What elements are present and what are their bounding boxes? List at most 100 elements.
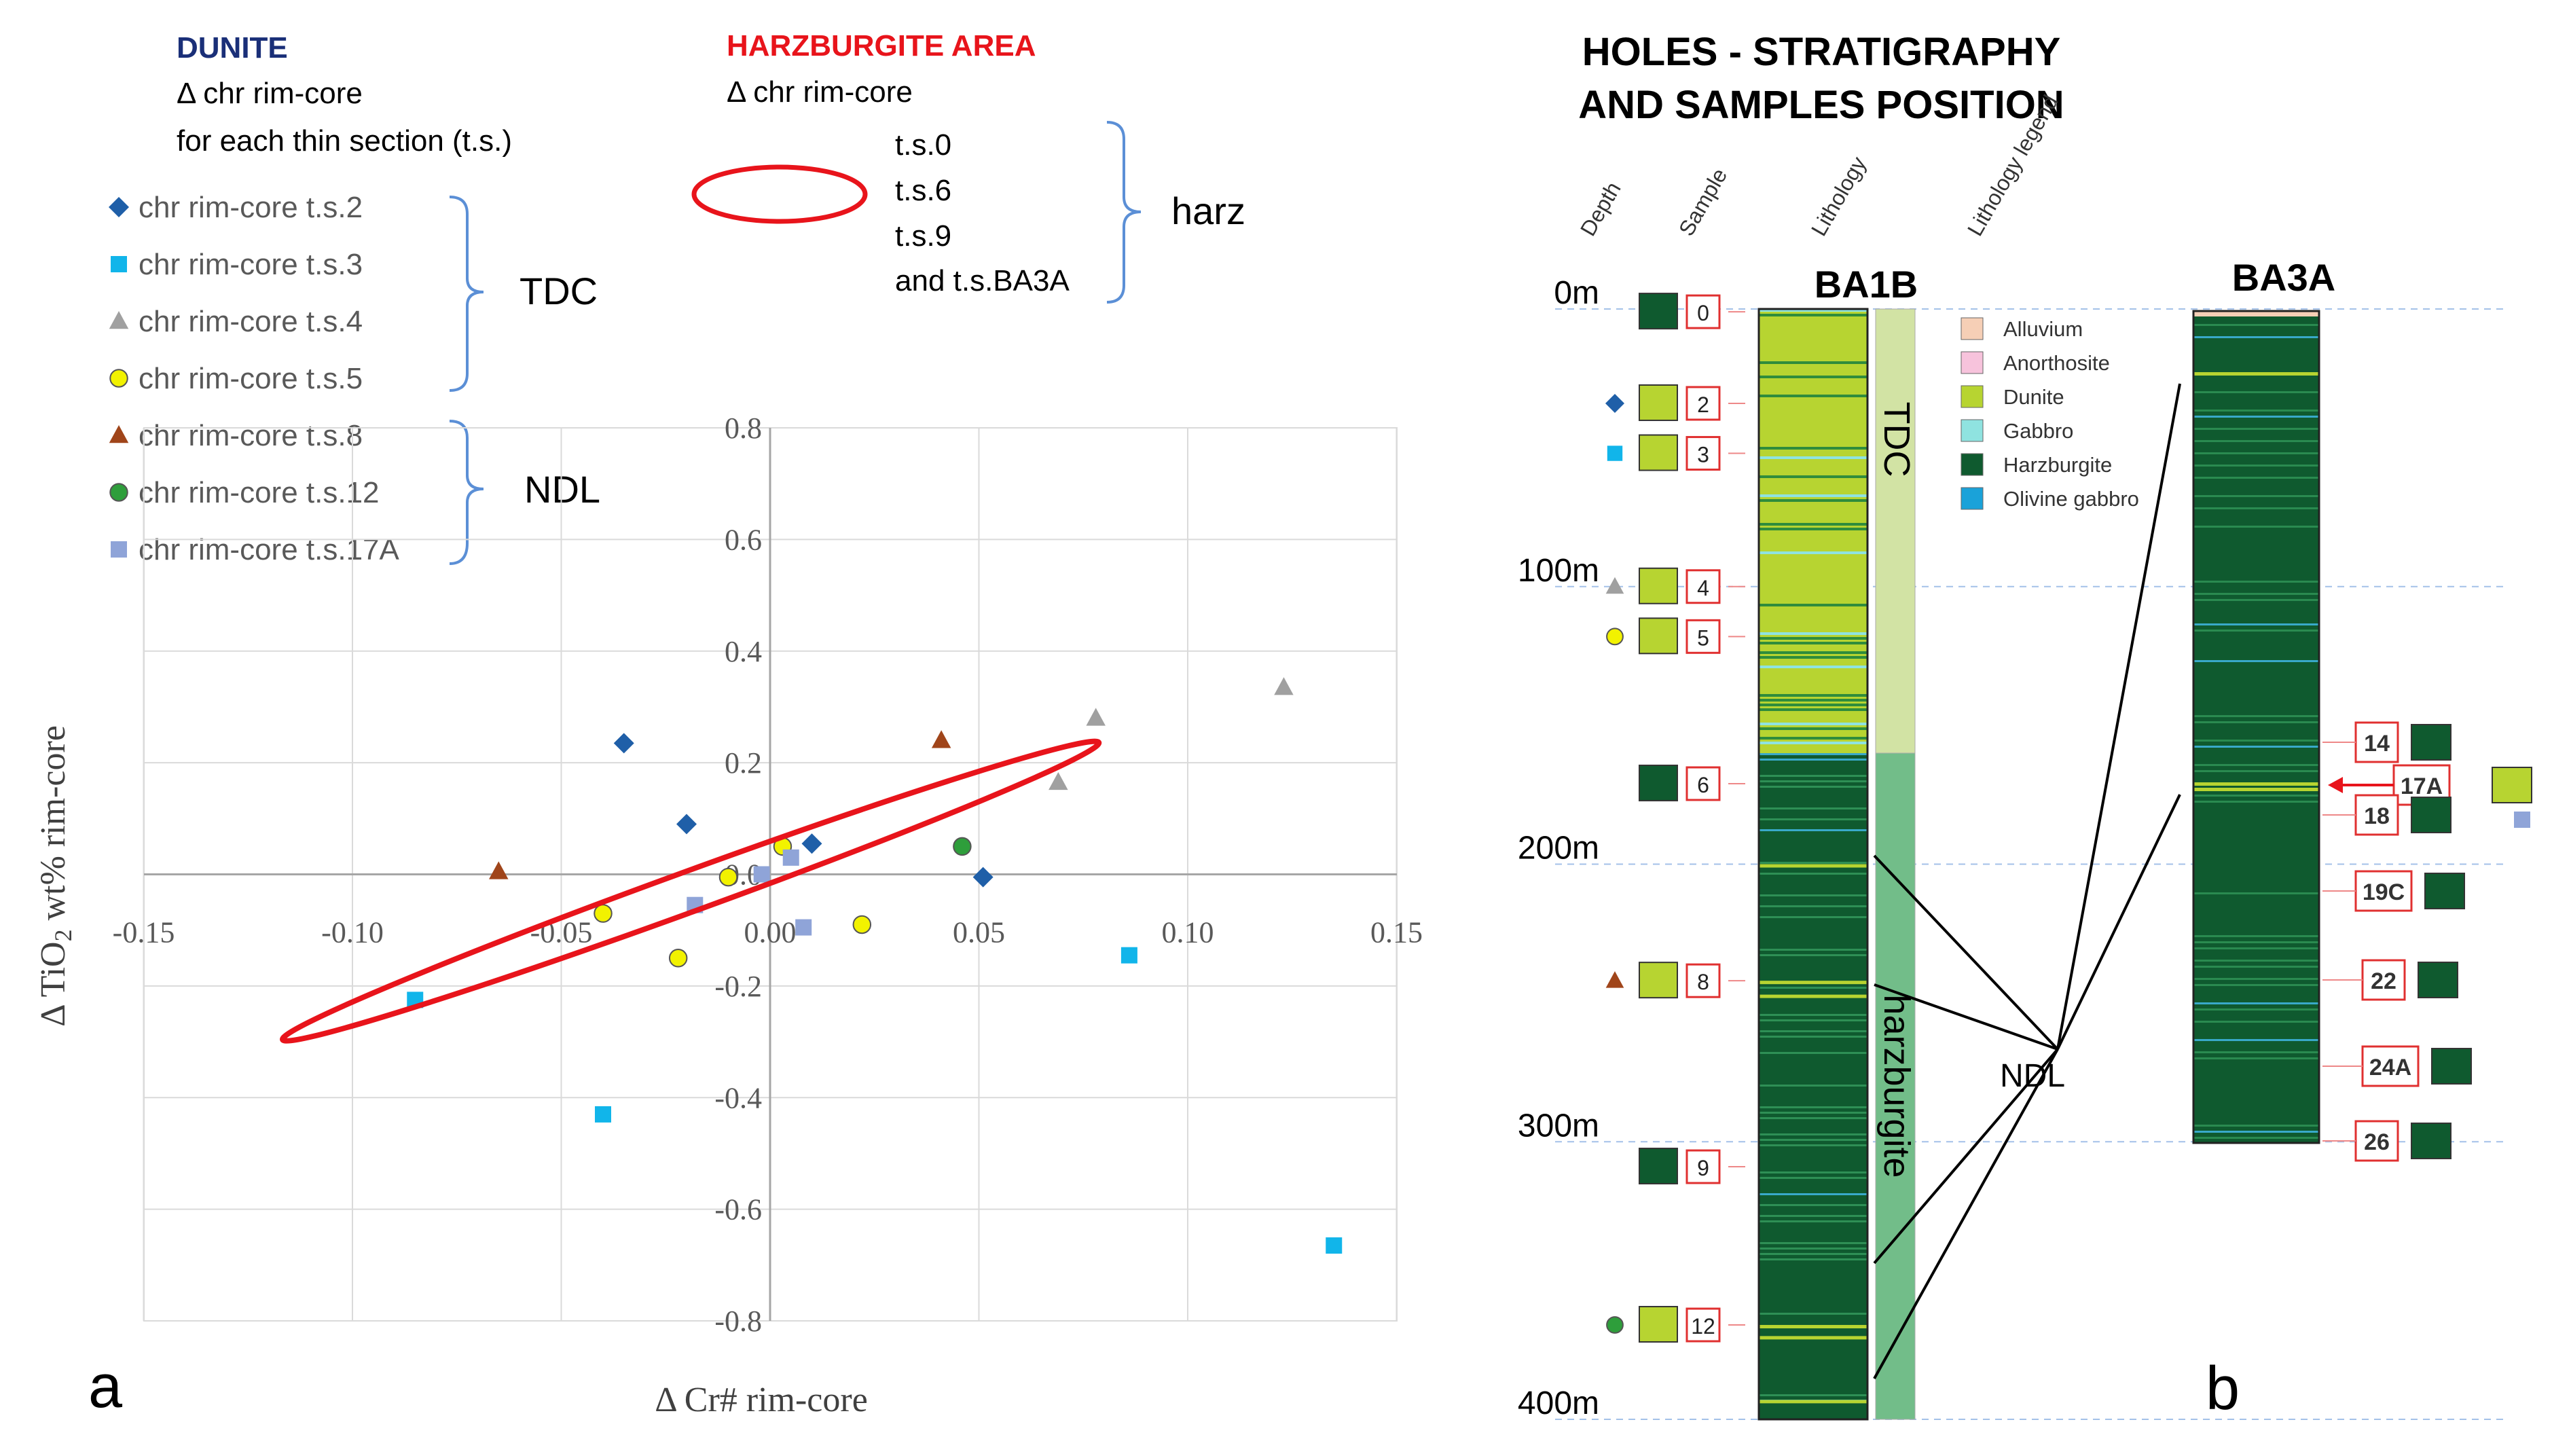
- ba3a-stripe: [2193, 1125, 2319, 1127]
- sample-lithology-swatch: [2411, 797, 2451, 833]
- legend-marker-icon: [109, 197, 129, 217]
- data-point: [931, 730, 951, 748]
- data-point: [953, 837, 972, 856]
- depth-label: 400m: [1518, 1385, 1599, 1421]
- depth-label: 100m: [1518, 553, 1599, 589]
- ba1b-stripe: [1759, 642, 1867, 644]
- ba3a-stripe: [2193, 410, 2319, 412]
- ba3a-stripe: [2193, 966, 2319, 968]
- legend-entry-label: chr rim-core t.s.5: [139, 362, 363, 395]
- ba1b-stripe: [1759, 651, 1867, 654]
- sample-id-box: [2361, 959, 2406, 1001]
- ba3a-stripe: [2193, 1021, 2319, 1023]
- ba3a-dunite-band: [2193, 788, 2319, 791]
- sample-marker-icon: [1605, 393, 1624, 413]
- ndl-label: NDL: [2000, 1058, 2065, 1094]
- ba1b-stripe: [1759, 862, 1867, 864]
- ba3a-stripe: [2193, 721, 2319, 723]
- ba3a-title: BA3A: [2232, 256, 2335, 299]
- y-tick-label: -0.2: [714, 970, 762, 1003]
- data-point: [595, 1106, 611, 1123]
- y-tick-label: 0.6: [725, 523, 762, 556]
- ba3a-stripe: [2193, 801, 2319, 803]
- sample-id-box: [1685, 766, 1721, 801]
- sample-id-box: [2354, 721, 2399, 763]
- sample-id-box: [1685, 619, 1721, 654]
- data-point: [972, 867, 994, 888]
- ba3a-stripe: [2193, 715, 2319, 717]
- ba1b-stripe: [1759, 1171, 1867, 1173]
- ba3a-stripe: [2193, 984, 2319, 986]
- ndl-line: [2056, 794, 2181, 1050]
- ba1b-samples: 0 2 3 4 5 6 8 9 12: [1605, 293, 1745, 1343]
- ba1b-stripe: [1759, 1248, 1867, 1250]
- ba3a-stripe: [2193, 764, 2319, 766]
- ba1b-stripe: [1759, 528, 1867, 530]
- data-point: [1274, 677, 1294, 695]
- ba3a-stripe: [2193, 391, 2319, 393]
- ba1b-dunite-band: [1759, 981, 1867, 985]
- sample-lithology-swatch: [1639, 1148, 1678, 1185]
- sample-id-box: [2361, 1045, 2420, 1087]
- sample-id-label: 22: [2371, 968, 2396, 994]
- ba1b-stripe: [1759, 699, 1867, 702]
- sample-id-box: [1685, 294, 1721, 329]
- harz-section-1: t.s.6: [895, 174, 951, 207]
- ba1b-stripe: [1759, 523, 1867, 526]
- data-point: [1326, 1237, 1343, 1254]
- harz-area-line1: Δ chr rim-core: [727, 75, 913, 109]
- x-tick-label: 0.15: [1370, 916, 1423, 949]
- ba3a-stripe: [2193, 1057, 2319, 1059]
- ba1b-dunite-band: [1759, 1325, 1867, 1329]
- ba1b-stripe: [1759, 632, 1867, 635]
- ba1b-stripe: [1759, 723, 1867, 725]
- ba1b-stripe: [1759, 708, 1867, 711]
- ba1b-stripe: [1759, 494, 1867, 497]
- sample-lithology-swatch: [2418, 962, 2458, 998]
- ba3a-stripe: [2193, 1137, 2319, 1139]
- lithology-legend-label: Gabbro: [2003, 419, 2073, 443]
- depth-axis: 0m 100m 200m 300m 400m: [1518, 275, 2506, 1421]
- ba3a-stripe: [2193, 336, 2319, 338]
- legend-entry-label: chr rim-core t.s.2: [139, 191, 363, 224]
- col-header-sample: Sample: [1674, 164, 1732, 240]
- sample-id-label: 0: [1697, 301, 1709, 325]
- ba1b-stripe: [1759, 873, 1867, 875]
- harz-area-title: HARZBURGITE AREA: [727, 29, 1036, 62]
- sample-id-label: 19C: [2363, 879, 2405, 905]
- data-point: [676, 814, 697, 835]
- ba1b-stripe: [1759, 637, 1867, 640]
- depth-label: 300m: [1518, 1108, 1599, 1144]
- ba3a-dunite-band: [2193, 372, 2319, 376]
- ba1b-stripe: [1759, 475, 1867, 478]
- ba3a-stripe: [2193, 324, 2319, 326]
- ba1b-stripe: [1759, 656, 1867, 659]
- sample-id-box: [2354, 870, 2413, 912]
- plot-tick-labels: -0.15 -0.10 -0.05 0.00 0.05 0.10 0.15 0.8 0.6 0.4…: [113, 412, 1423, 1338]
- y-tick-label: 0.2: [725, 746, 762, 780]
- ba3a-stripe: [2193, 960, 2319, 962]
- ba3a-stripe: [2193, 660, 2319, 662]
- sample-id-box: [1685, 569, 1721, 604]
- data-point: [782, 849, 799, 866]
- ba1b-stripe: [1759, 704, 1867, 706]
- ba3a-stripe: [2193, 740, 2319, 742]
- data-point: [613, 733, 634, 754]
- ba1b-stripe: [1759, 905, 1867, 907]
- harz-group-label: harz: [1171, 189, 1245, 232]
- ba1b-stripe: [1759, 1144, 1867, 1146]
- ba1b-stripe: [1759, 807, 1867, 809]
- legend-entry-label: chr rim-core t.s.3: [139, 248, 363, 281]
- dunite-line2: for each thin section (t.s.): [177, 124, 512, 158]
- ba1b-stripe: [1759, 666, 1867, 668]
- sample-id-label: 2: [1697, 393, 1709, 417]
- ba3a-stripe: [2193, 1039, 2319, 1041]
- sample-id-label: 26: [2364, 1129, 2390, 1155]
- legend-entry-label: chr rim-core t.s.8: [139, 419, 363, 452]
- ba1b-stripe: [1759, 1220, 1867, 1222]
- ba1b-stripe: [1759, 1133, 1867, 1135]
- ba1b-stripe: [1759, 604, 1867, 606]
- ba3a-stripe: [2193, 465, 2319, 467]
- ba1b-stripe: [1759, 1215, 1867, 1217]
- ba1b-stripe: [1759, 456, 1867, 459]
